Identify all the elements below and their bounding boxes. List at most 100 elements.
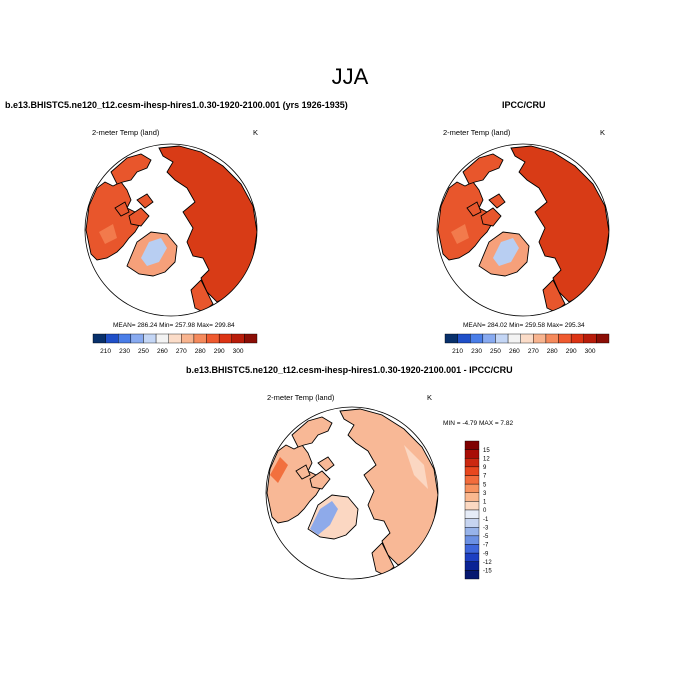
archipelago-island — [114, 201, 130, 217]
colorbar-tick-label: 280 — [195, 348, 206, 355]
colorbar-swatch — [244, 333, 258, 344]
panel-1-title: b.e13.BHISTC5.ne120_t12.cesm-ihesp-hires… — [5, 100, 348, 110]
colorbar-tick-label: 280 — [547, 348, 558, 355]
alaska-warm-anomaly — [270, 457, 288, 483]
colorbar-swatch — [464, 561, 480, 571]
colorbar-tick-label: 7 — [483, 474, 487, 480]
greenland-cold-anomaly — [310, 501, 338, 535]
panel-3-polar-map — [265, 406, 439, 580]
archipelago-island — [309, 470, 331, 490]
colorbar-tick-label: 260 — [157, 348, 168, 355]
panel-3-stats: MIN = -4.79 MAX = 7.82 — [443, 420, 514, 427]
colorbar-tick-label: 250 — [490, 348, 501, 355]
colorbar-swatch — [495, 333, 509, 344]
colorbar-tick-label: 0 — [483, 508, 487, 514]
archipelago-island — [488, 193, 506, 209]
colorbar-swatch — [482, 333, 496, 344]
map-boundary-circle — [265, 406, 439, 580]
colorbar-swatch — [470, 333, 484, 344]
colorbar-swatch — [464, 501, 480, 511]
panel-3-variable-label: 2-meter Temp (land) — [267, 393, 335, 402]
panel-2-colorbar: 210 230 250 260 270 280 290 300 — [444, 333, 610, 355]
colorbar-swatch — [193, 333, 207, 344]
colorbar-swatch — [507, 333, 521, 344]
colorbar-swatch — [168, 333, 182, 344]
colorbar-swatch — [464, 535, 480, 545]
colorbar-tick-label: 270 — [528, 348, 539, 355]
archipelago-island — [295, 464, 311, 480]
colorbar-swatch — [457, 333, 471, 344]
archipelago-island — [466, 201, 482, 217]
colorbar-swatch — [464, 440, 480, 450]
colorbar-tick-label: 9 — [483, 465, 487, 471]
colorbar-tick-label: -3 — [483, 525, 489, 531]
eurasia-land — [510, 145, 609, 303]
main-title: JJA — [331, 64, 369, 89]
colorbar-swatch — [520, 333, 534, 344]
colorbar-tick-label: -12 — [483, 560, 492, 566]
panel-1-colorbar: 210 230 250 260 270 280 290 300 — [92, 333, 258, 355]
panel-2-title: IPCC/CRU — [502, 100, 546, 110]
colorbar-swatch — [231, 333, 245, 344]
colorbar-swatch — [218, 333, 232, 344]
colorbar-swatch — [155, 333, 169, 344]
land-light-patch — [99, 224, 117, 244]
panel-1-units: K — [253, 128, 259, 137]
colorbar-swatch — [105, 333, 119, 344]
greenland-ice-sheet — [141, 238, 167, 266]
colorbar-swatch — [181, 333, 195, 344]
eurasia-land — [158, 145, 257, 303]
colorbar-tick-label: 5 — [483, 482, 487, 488]
colorbar-tick-label: 300 — [585, 348, 596, 355]
map-boundary-circle — [84, 143, 258, 317]
colorbar-tick-label: 1 — [483, 500, 487, 506]
colorbar-swatch — [464, 483, 480, 493]
panel-2-stats: MEAN= 284.02 Min= 259.58 Max= 295.34 — [463, 322, 585, 329]
land-layer — [85, 145, 257, 313]
colorbar-swatch — [464, 466, 480, 476]
colorbar-tick-label: 230 — [471, 348, 482, 355]
colorbar-tick-label: 270 — [176, 348, 187, 355]
colorbar-swatch — [444, 333, 458, 344]
colorbar-tick-label: 3 — [483, 491, 487, 497]
archipelago-island — [128, 207, 150, 227]
colorbar-tick-label: 260 — [509, 348, 520, 355]
colorbar-tick-label: 300 — [233, 348, 244, 355]
archipelago-island — [317, 456, 335, 472]
colorbar-swatch — [464, 449, 480, 459]
colorbar-swatch — [464, 527, 480, 537]
colorbar-swatch — [118, 333, 132, 344]
colorbar-swatch — [464, 552, 480, 562]
colorbar-tick-label: 230 — [119, 348, 130, 355]
colorbar-tick-label: 15 — [483, 448, 490, 454]
alaska-land — [110, 153, 152, 185]
siberia-anomaly-patch — [404, 445, 428, 489]
colorbar-swatch — [464, 475, 480, 485]
colorbar-swatch — [92, 333, 106, 344]
land-light-patch — [451, 224, 469, 244]
colorbar-swatch — [464, 518, 480, 528]
colorbar-tick-label: -5 — [483, 534, 489, 540]
colorbar-tick-label: 290 — [214, 348, 225, 355]
colorbar-swatch — [464, 458, 480, 468]
colorbar-swatch — [596, 333, 610, 344]
panel-1-variable-label: 2-meter Temp (land) — [92, 128, 160, 137]
colorbar-tick-label: 250 — [138, 348, 149, 355]
scandinavia-land — [542, 279, 566, 313]
colorbar-swatch — [464, 509, 480, 519]
colorbar-swatch — [570, 333, 584, 344]
colorbar-tick-label: -7 — [483, 543, 489, 549]
scandinavia-land — [371, 542, 395, 576]
colorbar-tick-label: -9 — [483, 551, 489, 557]
colorbar-swatch — [464, 492, 480, 502]
panel-2-polar-map — [436, 143, 610, 317]
colorbar-tick-label: -15 — [483, 569, 492, 575]
panel-3-units: K — [427, 393, 433, 402]
land-layer — [437, 145, 609, 313]
land-layer — [266, 408, 438, 576]
colorbar-swatch — [464, 544, 480, 554]
alaska-land — [462, 153, 504, 185]
colorbar-tick-label: 210 — [100, 348, 111, 355]
colorbar-tick-label: -1 — [483, 517, 489, 523]
alaska-land — [291, 416, 333, 448]
